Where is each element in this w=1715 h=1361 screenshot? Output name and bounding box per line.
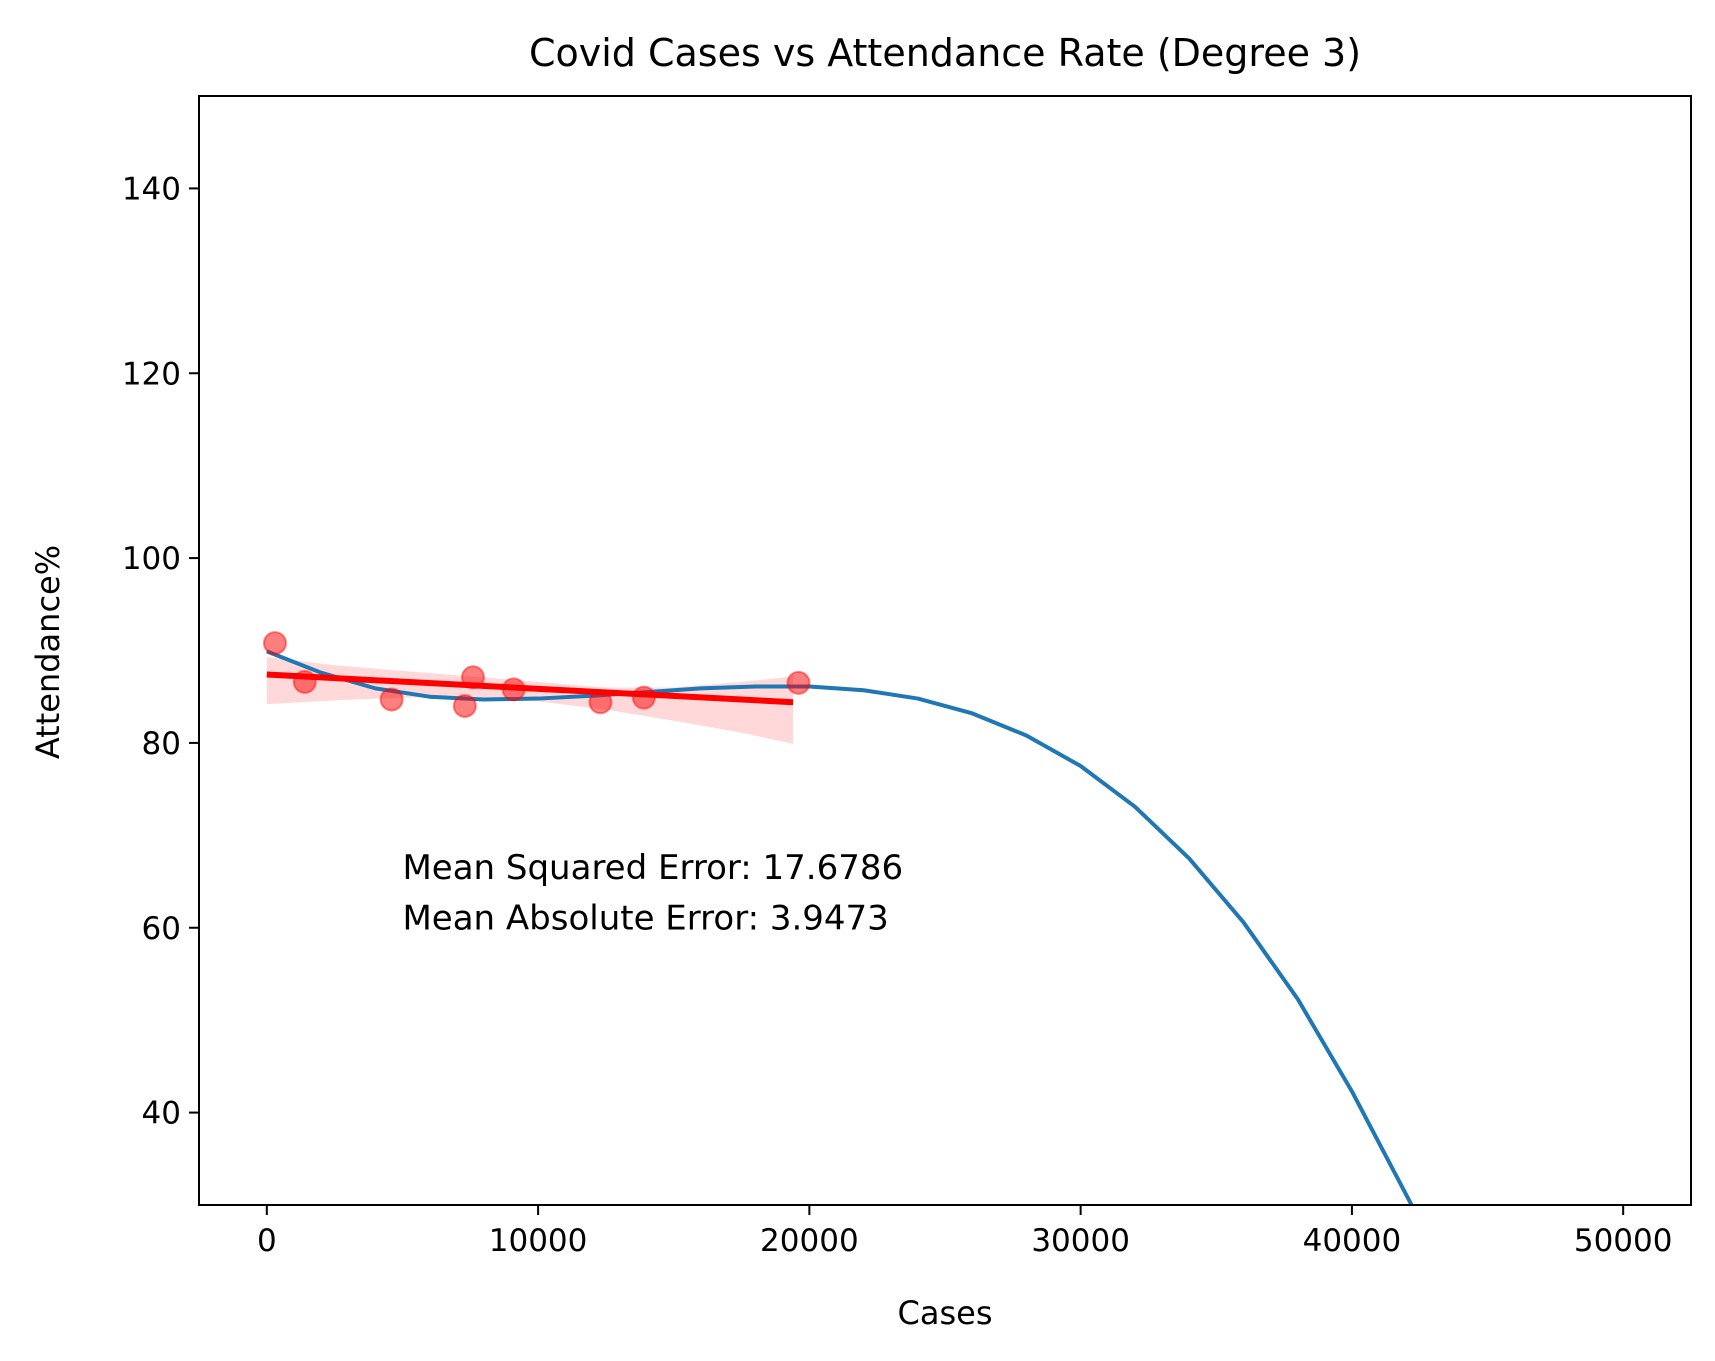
curve-layer — [266, 649, 1414, 1205]
x-tick-label: 10000 — [489, 1223, 588, 1259]
data-point — [501, 677, 526, 702]
y-tick-label: 40 — [142, 1096, 181, 1132]
regression-line — [266, 671, 794, 706]
x-axis-label: Cases — [898, 1294, 993, 1332]
y-axis-label: Attendance% — [29, 545, 67, 759]
x-tick-label: 20000 — [760, 1223, 859, 1259]
axes-frame-layer — [198, 95, 1692, 1206]
chart-title: Covid Cases vs Attendance Rate (Degree 3… — [529, 31, 1361, 75]
x-tick-label: 40000 — [1303, 1223, 1402, 1259]
y-tick-label: 140 — [122, 171, 181, 207]
annotation-layer: Mean Squared Error: 17.6786 Mean Absolute… — [402, 848, 903, 939]
x-tick-label: 30000 — [1031, 1223, 1130, 1259]
regression-layer — [266, 671, 794, 706]
y-tick-label: 100 — [122, 541, 181, 577]
data-point — [452, 693, 477, 718]
metric-annotation: Mean Absolute Error: 3.9473 — [402, 899, 888, 939]
polynomial-fit-curve — [266, 649, 1414, 1205]
y-tick-label: 80 — [142, 726, 181, 762]
data-point — [262, 631, 287, 656]
data-point — [292, 669, 317, 694]
data-point — [379, 687, 404, 712]
data-point — [786, 670, 811, 695]
x-tick-label: 0 — [257, 1223, 277, 1259]
text-layer: Covid Cases vs Attendance Rate (Degree 3… — [29, 31, 1361, 1332]
data-point — [631, 685, 656, 710]
plot-frame — [198, 95, 1692, 1206]
x-tick-label: 50000 — [1574, 1223, 1673, 1259]
metric-annotation: Mean Squared Error: 17.6786 — [402, 848, 903, 888]
ticks-layer: 0 10000 20000 30000 40000 50000 40 60 80 100 120 14… — [122, 171, 1673, 1259]
y-tick-label: 120 — [122, 356, 181, 392]
data-point — [460, 665, 485, 690]
data-point — [588, 690, 613, 715]
y-tick-label: 60 — [142, 911, 181, 947]
scatter-points-layer — [262, 631, 811, 718]
